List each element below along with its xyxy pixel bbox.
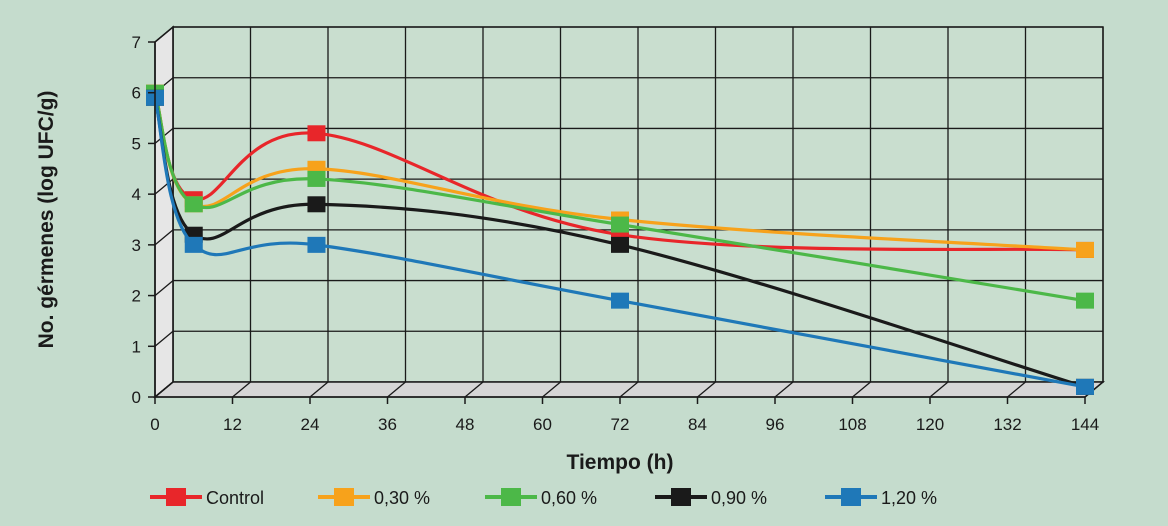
grid-line-floor [852,381,871,398]
grid-line-side [154,330,174,347]
y-tick-label: 4 [132,185,141,204]
legend-swatch-marker [501,488,521,506]
x-tick-label: 144 [1071,415,1099,434]
y-tick-label: 3 [132,236,141,255]
y-tick-label: 7 [132,33,141,52]
x-tick-label: 0 [150,415,159,434]
x-axis-title: Tiempo (h) [567,451,674,474]
data-point [611,292,629,309]
legend-label: Control [206,488,264,508]
legend-item: 0,30 % [318,488,430,508]
x-tick-label: 84 [688,415,707,434]
series-line [153,97,1086,389]
legend-swatch-marker [334,488,354,506]
grid-line-floor [1007,381,1026,398]
legend-swatch-marker [671,488,691,506]
legend-label: 1,20 % [881,488,937,508]
grid-line-floor [309,381,329,398]
series-line [153,97,1086,389]
data-point [611,216,629,233]
x-tick-label: 24 [301,415,320,434]
data-point [1076,292,1094,309]
legend: Control 0,30 % 0,60 % 0,90 % 1,20 % [150,488,937,508]
x-tick-label: 12 [223,415,242,434]
data-point [307,196,326,213]
x-tick-label: 96 [766,415,785,434]
data-point [307,170,326,187]
legend-label: 0,60 % [541,488,597,508]
legend-label: 0,30 % [374,488,430,508]
grid-line-floor [774,381,794,398]
data-point [184,196,203,213]
grid-line-side [154,280,174,297]
y-tick-label: 5 [132,134,141,153]
legend-swatch-marker [841,488,861,506]
grid-line-floor [154,381,174,398]
legend-item: 0,60 % [485,488,597,508]
grid-line-floor [697,381,716,398]
grid [154,26,1104,398]
legend-swatch-marker [166,488,186,506]
data-point [307,125,326,142]
legend-label: 0,90 % [711,488,767,508]
legend-item: 1,20 % [825,488,937,508]
grid-line-floor [387,381,406,398]
legend-item: 0,90 % [655,488,767,508]
x-tick-label: 72 [611,415,630,434]
y-tick-label: 2 [132,287,141,306]
grid-line-side [154,229,174,246]
x-tick-label: 120 [916,415,944,434]
x-tick-label: 132 [993,415,1021,434]
x-tick-label: 60 [533,415,552,434]
legend-item: Control [150,488,264,508]
grid-line-floor [232,381,251,398]
side-wall [154,25,174,399]
x-tick-label: 108 [838,415,866,434]
data-point [307,236,326,253]
series-layer [146,84,1094,395]
y-axis-title: No. gérmenes (log UFC/g) [35,91,58,349]
grid-line-floor [619,381,639,398]
data-point [184,236,203,253]
data-point [1076,241,1094,258]
y-tick-label: 1 [132,337,141,356]
data-point [1076,378,1094,395]
x-tick-label: 36 [378,415,397,434]
x-tick-label: 48 [456,415,475,434]
grid-line-floor [542,381,561,398]
y-tick-label: 6 [132,84,141,103]
data-point [611,236,629,253]
grid-line-floor [929,381,949,398]
grid-line-floor [464,381,484,398]
grid-line-side [154,26,174,43]
y-tick-label: 0 [132,388,141,407]
